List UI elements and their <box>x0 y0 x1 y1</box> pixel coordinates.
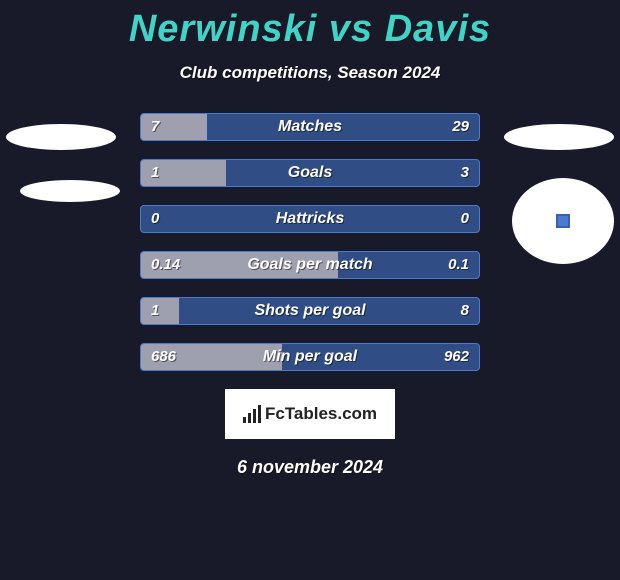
stat-label: Goals <box>141 160 479 186</box>
stat-label: Hattricks <box>141 206 479 232</box>
stat-right-value: 0 <box>461 206 469 232</box>
subtitle: Club competitions, Season 2024 <box>0 63 620 83</box>
stat-row: 7 Matches 29 <box>140 113 480 141</box>
stat-label: Min per goal <box>141 344 479 370</box>
player-left-shape-1 <box>6 124 116 150</box>
stat-row: 1 Goals 3 <box>140 159 480 187</box>
stat-row: 0.14 Goals per match 0.1 <box>140 251 480 279</box>
stat-right-value: 29 <box>452 114 469 140</box>
date: 6 november 2024 <box>0 457 620 478</box>
player-left-shape-2 <box>20 180 120 202</box>
logo: FcTables.com <box>225 389 395 439</box>
stat-label: Shots per goal <box>141 298 479 324</box>
stat-right-value: 0.1 <box>448 252 469 278</box>
stat-right-value: 962 <box>444 344 469 370</box>
stat-right-value: 8 <box>461 298 469 324</box>
stats-container: 7 Matches 29 1 Goals 3 0 Hattricks 0 0.1… <box>140 113 480 371</box>
logo-text: FcTables.com <box>265 404 377 424</box>
stat-right-value: 3 <box>461 160 469 186</box>
stat-label: Matches <box>141 114 479 140</box>
page-title: Nerwinski vs Davis <box>0 0 620 51</box>
stat-row: 0 Hattricks 0 <box>140 205 480 233</box>
stat-row: 686 Min per goal 962 <box>140 343 480 371</box>
player-right-badge <box>512 178 614 264</box>
logo-bars-icon <box>243 405 261 423</box>
stat-label: Goals per match <box>141 252 479 278</box>
player-right-shape-1 <box>504 124 614 150</box>
stat-row: 1 Shots per goal 8 <box>140 297 480 325</box>
badge-icon <box>556 214 570 228</box>
